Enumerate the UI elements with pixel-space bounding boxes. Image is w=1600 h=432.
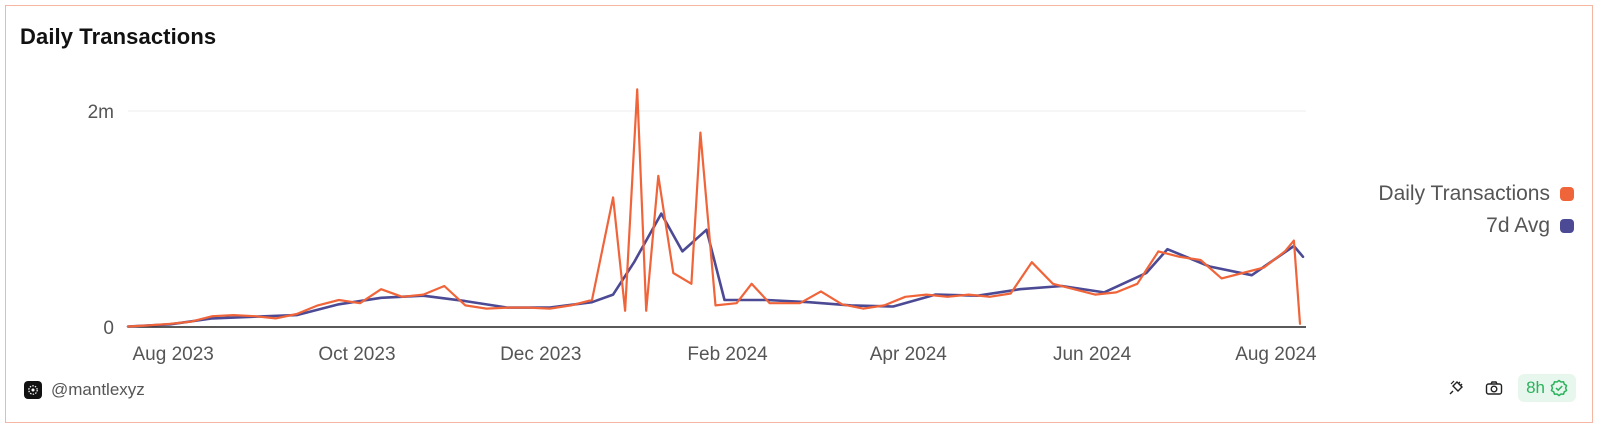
creator-handle[interactable]: @mantlexyz [51, 380, 145, 399]
chart-panel: Daily Transactions 0 2m Aug 2023 Oct 2023 De… [5, 5, 1593, 423]
x-tick-label: Dec 2023 [500, 344, 581, 365]
legend-item[interactable]: Daily Transactions [1378, 178, 1574, 210]
legend-label: Daily Transactions [1378, 182, 1550, 205]
legend-swatch [1560, 187, 1574, 201]
line-chart: 0 2m Aug 2023 Oct 2023 Dec 2023 Feb 2024 Apr 2… [88, 88, 1317, 365]
camera-icon[interactable] [1480, 374, 1508, 402]
series-line-daily-transactions [126, 88, 1302, 328]
x-tick-label: Jun 2024 [1053, 344, 1132, 365]
series-line-7d-avg [126, 212, 1305, 328]
chart-actions: 8h [1432, 374, 1576, 402]
chart-title: Daily Transactions [20, 24, 217, 49]
y-tick-label: 2m [88, 102, 114, 123]
refresh-badge[interactable]: 8h [1518, 374, 1576, 402]
x-tick-label: Oct 2023 [318, 344, 395, 365]
mantle-logo-icon [24, 381, 42, 399]
legend-swatch [1560, 219, 1574, 233]
legend-item[interactable]: 7d Avg [1378, 210, 1574, 242]
refresh-interval: 8h [1526, 378, 1545, 397]
attribution: @mantlexyz [24, 380, 145, 400]
plug-icon[interactable] [1442, 374, 1470, 402]
x-tick-label: Aug 2024 [1235, 344, 1317, 365]
check-circle-icon [1550, 379, 1568, 397]
x-tick-label: Aug 2023 [133, 344, 214, 365]
legend-label: 7d Avg [1486, 214, 1550, 237]
chart-legend: Daily Transactions 7d Avg [1378, 178, 1574, 242]
y-tick-label: 0 [103, 318, 114, 339]
x-tick-label: Apr 2024 [870, 344, 948, 365]
x-tick-label: Feb 2024 [687, 344, 768, 365]
